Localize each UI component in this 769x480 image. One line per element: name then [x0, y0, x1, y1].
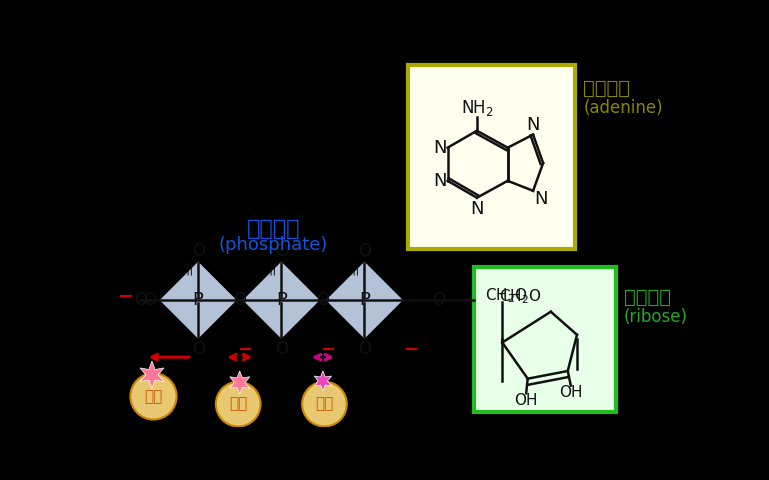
Text: P: P — [193, 291, 204, 309]
Text: リン酸基: リン酸基 — [247, 218, 301, 239]
Text: アデニン: アデニン — [583, 79, 630, 98]
Text: −: − — [403, 340, 418, 359]
Text: O: O — [134, 291, 147, 309]
Text: N: N — [470, 200, 484, 217]
Text: リボース: リボース — [624, 288, 671, 307]
Text: ||: || — [268, 262, 277, 275]
Text: O: O — [191, 340, 205, 359]
Text: ||: || — [351, 262, 360, 275]
Text: O: O — [191, 242, 205, 260]
Text: O: O — [316, 291, 329, 309]
Circle shape — [131, 373, 177, 420]
Text: O: O — [275, 242, 288, 260]
Text: O: O — [233, 291, 246, 309]
Text: 反発: 反発 — [315, 396, 334, 411]
Text: N: N — [534, 190, 548, 207]
Text: O: O — [358, 242, 371, 260]
Text: 反発: 反発 — [145, 389, 162, 404]
Text: 反発: 反発 — [229, 396, 248, 411]
Text: P: P — [276, 291, 287, 309]
Text: −: − — [237, 340, 252, 359]
Text: OH: OH — [559, 385, 583, 400]
FancyBboxPatch shape — [474, 267, 616, 412]
Text: N: N — [526, 116, 540, 133]
Text: NH$_2$: NH$_2$ — [461, 97, 493, 118]
Text: O: O — [358, 340, 371, 359]
Text: −: − — [320, 340, 335, 359]
Polygon shape — [243, 262, 320, 339]
FancyBboxPatch shape — [408, 65, 575, 249]
Text: N: N — [433, 139, 447, 156]
Text: (adenine): (adenine) — [583, 99, 663, 117]
Text: N: N — [433, 172, 447, 190]
Polygon shape — [326, 262, 403, 339]
Polygon shape — [160, 262, 237, 339]
Text: O: O — [275, 340, 288, 359]
Polygon shape — [320, 390, 329, 393]
Circle shape — [216, 382, 261, 426]
Text: (phosphate): (phosphate) — [219, 237, 328, 254]
Text: P: P — [359, 291, 370, 309]
Text: (ribose): (ribose) — [624, 308, 688, 326]
Text: ||: || — [185, 262, 194, 275]
Polygon shape — [234, 392, 243, 393]
Text: −: − — [118, 287, 135, 306]
Polygon shape — [140, 361, 164, 389]
Text: OH: OH — [514, 393, 538, 408]
Text: CH$_2$O: CH$_2$O — [498, 287, 541, 306]
Circle shape — [302, 382, 347, 426]
Polygon shape — [230, 371, 250, 394]
Polygon shape — [315, 371, 331, 391]
Text: O: O — [432, 291, 445, 309]
Text: O: O — [144, 291, 157, 309]
Text: CH$_2$O: CH$_2$O — [485, 286, 528, 305]
